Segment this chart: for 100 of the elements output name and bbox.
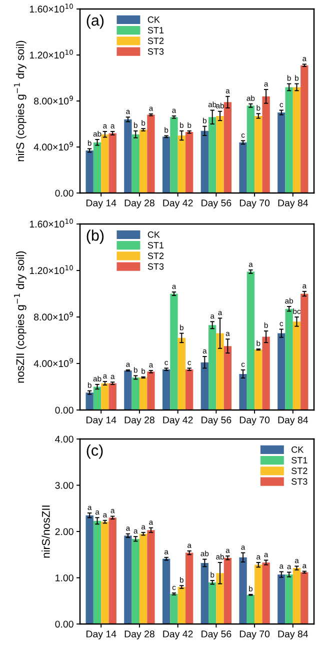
bar	[285, 87, 293, 193]
legend-label: ST2	[148, 252, 164, 260]
bar	[262, 562, 270, 624]
x-tick-label: Day 14	[86, 416, 116, 426]
bar	[93, 142, 102, 193]
bar	[139, 130, 148, 193]
legend-label: CK	[148, 231, 160, 238]
y-axis-title: nirS/nosZII	[42, 506, 50, 558]
legend-label: ST2	[148, 38, 164, 44]
bar	[178, 587, 186, 624]
x-tick-label: Day 28	[124, 200, 154, 208]
bar	[108, 383, 116, 410]
bar	[278, 333, 286, 410]
x-tick-label: Day 84	[278, 416, 308, 426]
x-tick-label: Day 84	[278, 200, 308, 208]
y-tick-label: 1.20×10$^{10}$	[30, 50, 73, 59]
y-tick-label: 4.00×10$^{9}$	[34, 358, 73, 368]
bar	[170, 117, 178, 193]
bar	[185, 132, 194, 193]
bar	[132, 377, 140, 410]
bar	[147, 530, 155, 624]
bar	[86, 150, 94, 193]
y-tick-label: 1.60×10$^{10}$	[30, 4, 73, 13]
legend-label: ST3	[292, 478, 308, 485]
bar	[285, 308, 293, 410]
bar	[208, 325, 216, 410]
x-tick-label: Day 56	[202, 416, 232, 426]
bar	[300, 572, 308, 624]
bar	[147, 372, 155, 410]
x-tick-label: Day 14	[86, 630, 116, 640]
annotation: (c)	[86, 444, 103, 459]
bar	[239, 374, 247, 410]
bar	[101, 383, 109, 410]
bar	[139, 377, 148, 410]
bar	[300, 65, 308, 193]
legend-label: CK	[292, 446, 304, 453]
bar	[254, 116, 262, 193]
legend-label: ST3	[148, 263, 164, 270]
bar	[224, 346, 232, 410]
bar	[86, 515, 94, 624]
x-tick-label: Day 28	[124, 630, 154, 640]
bar	[108, 133, 116, 193]
y-tick-label: 0.00	[55, 190, 74, 197]
bar	[216, 333, 224, 410]
x-tick-label: Day 42	[163, 416, 193, 426]
legend-label: ST1	[148, 27, 164, 34]
x-tick-label: Day 84	[278, 630, 308, 640]
legend-label: CK	[148, 16, 160, 23]
legend-label: ST1	[148, 242, 164, 248]
x-tick-label: Day 56	[202, 200, 232, 208]
y-tick-label: 8.00×10$^{9}$	[34, 96, 73, 105]
y-tick-label: 0.00	[55, 620, 74, 628]
bar	[246, 272, 255, 410]
bar	[246, 594, 255, 624]
bar	[224, 558, 232, 624]
x-tick-label: Day 70	[240, 630, 270, 640]
bar	[300, 294, 308, 410]
bar	[239, 557, 247, 624]
legend-label: ST3	[148, 48, 164, 55]
bar	[239, 142, 247, 193]
bar	[208, 582, 216, 624]
y-tick-label: 4.00	[55, 436, 74, 443]
bar	[86, 392, 94, 410]
y-tick-label: 2.00	[55, 528, 74, 536]
bar	[101, 134, 109, 193]
bar	[224, 102, 232, 193]
y-tick-label: 1.00	[56, 574, 74, 582]
x-tick-label: Day 56	[202, 630, 232, 640]
bar	[178, 136, 186, 193]
bar	[278, 112, 286, 193]
bar	[132, 538, 140, 624]
x-tick-label: Day 28	[124, 416, 154, 426]
bar	[262, 336, 270, 410]
bar	[292, 568, 301, 624]
x-tick-label: Day 14	[86, 200, 116, 208]
bar	[139, 534, 148, 624]
bar	[285, 574, 293, 624]
bar	[254, 564, 262, 624]
y-tick-label: 8.00×10$^{9}$	[34, 312, 73, 321]
annotation: (b)	[86, 230, 104, 244]
bar	[93, 386, 102, 410]
bar	[124, 536, 132, 624]
bar	[108, 518, 116, 624]
bar	[254, 350, 262, 410]
bar	[162, 369, 170, 410]
y-axis-title: nirS (copies g$^{−1}$ dry soil)	[14, 40, 26, 162]
bar	[200, 562, 209, 624]
y-tick-label: 4.00×10$^{9}$	[34, 142, 73, 151]
bar	[200, 362, 209, 410]
y-axis-title: nosZII (copies g$^{−1}$ dry soil)	[14, 251, 26, 383]
bar	[216, 573, 224, 624]
bar	[162, 558, 170, 624]
bar	[208, 117, 216, 193]
bar	[132, 134, 140, 193]
bar	[278, 574, 286, 624]
y-tick-label: 1.20×10$^{10}$	[30, 265, 73, 274]
y-tick-label: 0.00	[55, 406, 74, 414]
annotation: (a)	[86, 14, 104, 29]
y-tick-label: 1.60×10$^{10}$	[30, 218, 73, 228]
bar	[185, 369, 194, 410]
